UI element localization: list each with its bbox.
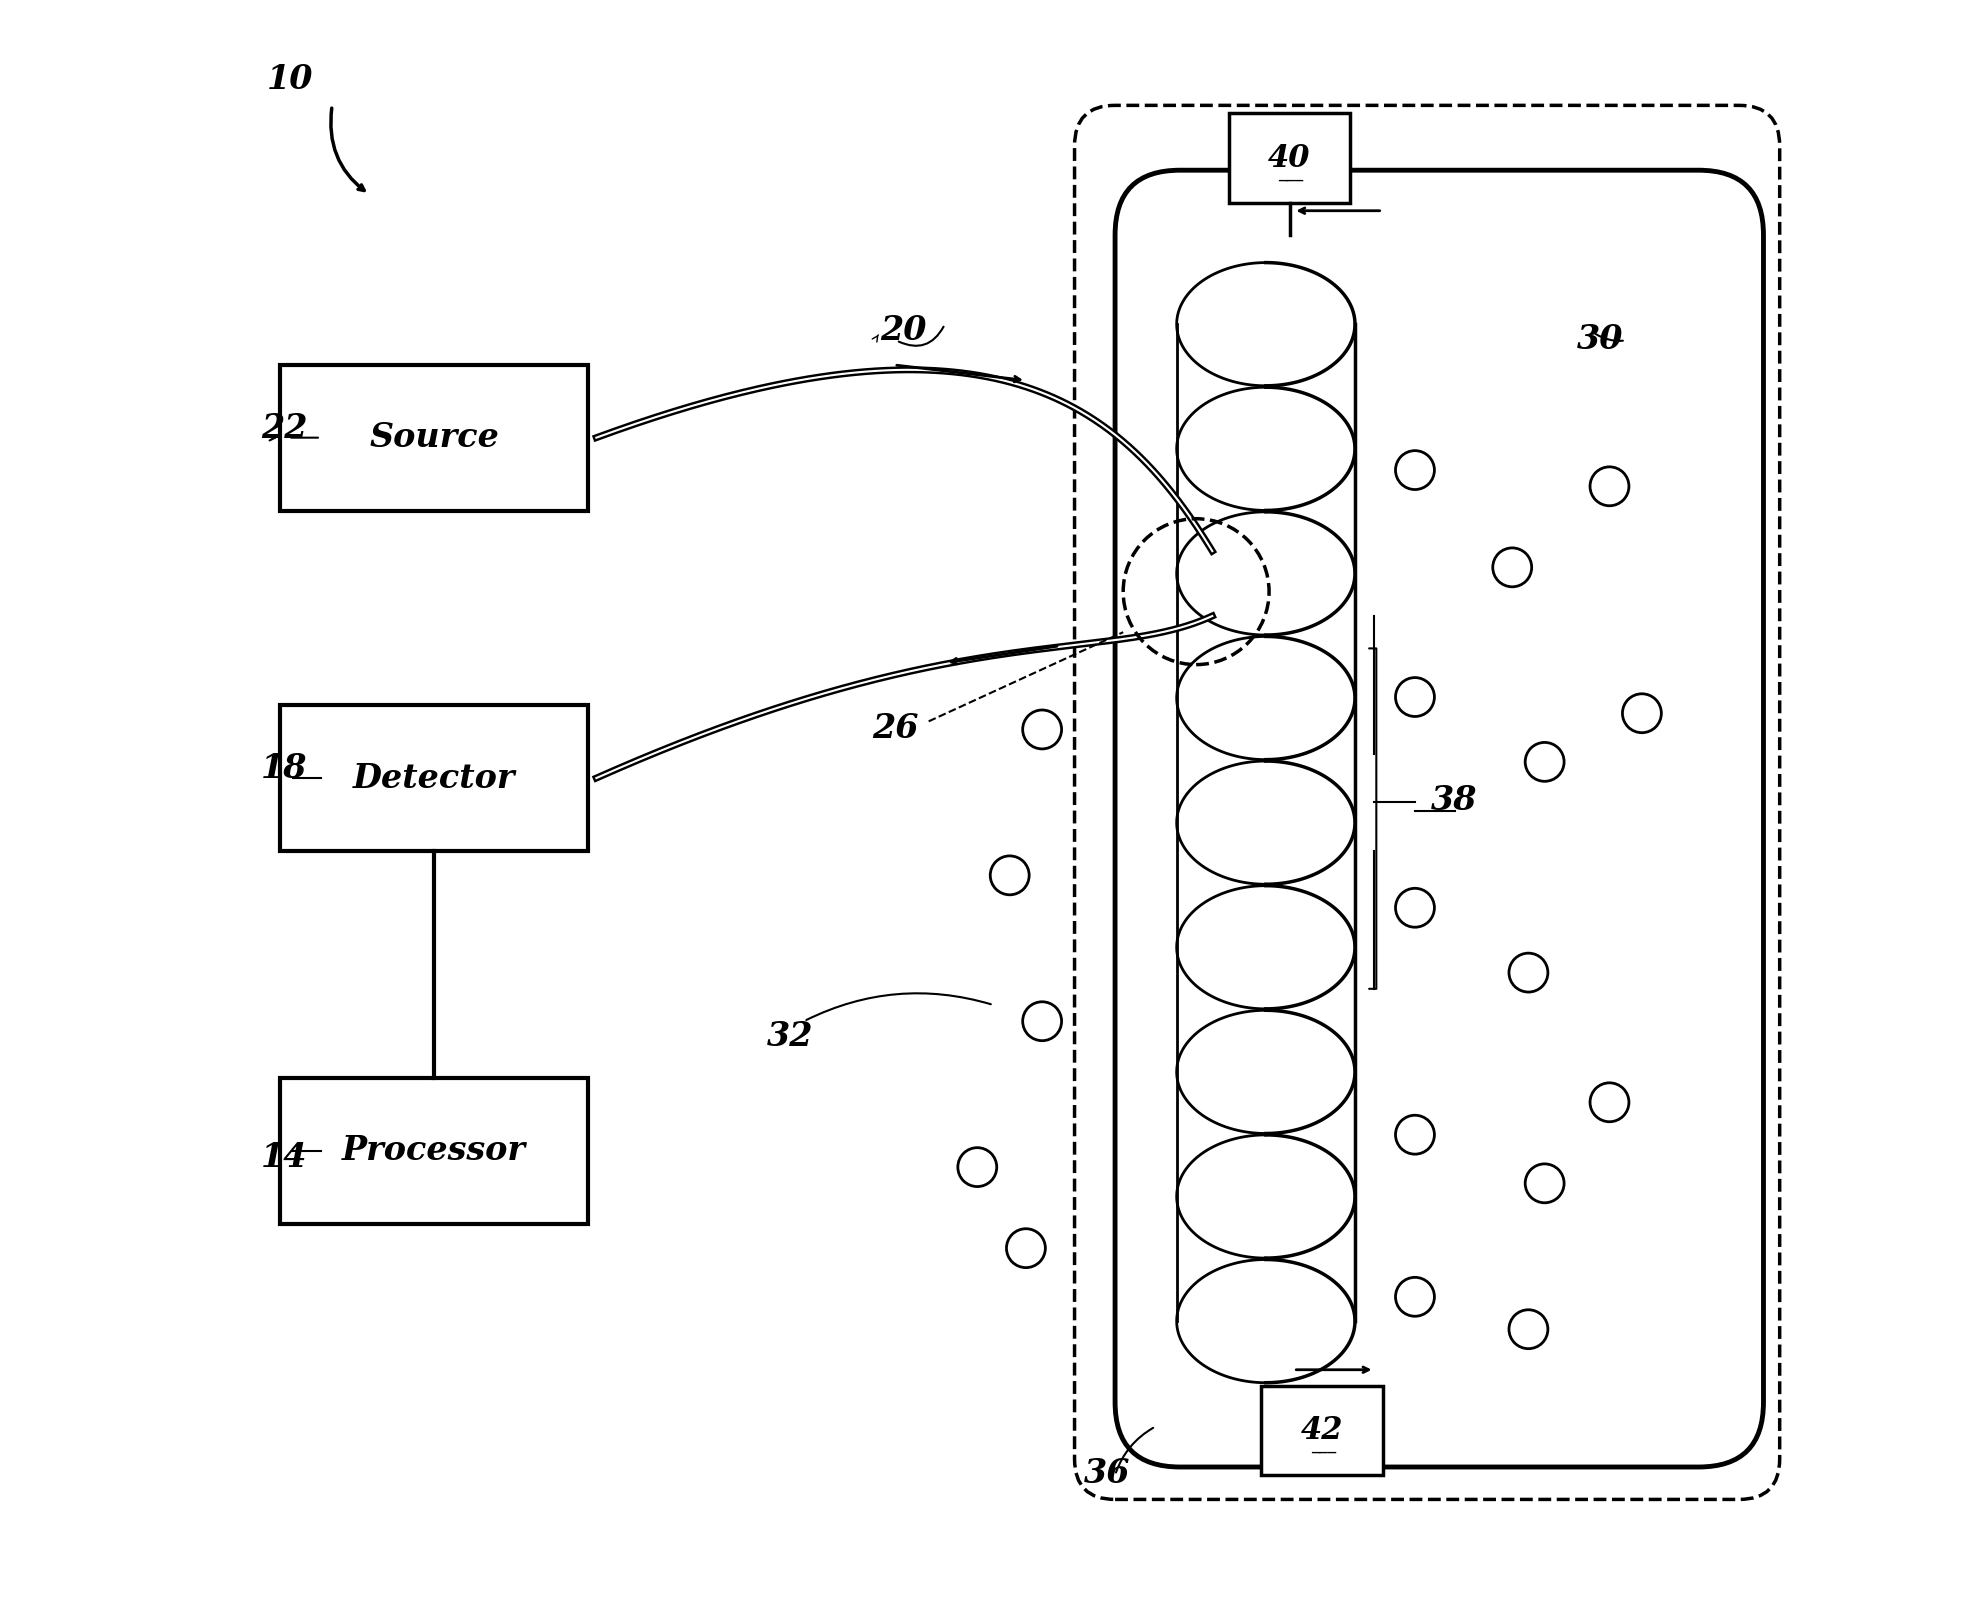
Text: 38: 38	[1431, 785, 1478, 817]
Text: Detector: Detector	[354, 762, 515, 794]
Text: 40: 40	[1268, 143, 1311, 173]
Text: 30: 30	[1578, 323, 1623, 355]
Text: ___: ___	[1311, 1436, 1335, 1454]
Text: 14: 14	[260, 1141, 308, 1174]
Text: 20: 20	[880, 314, 926, 347]
Text: ___: ___	[1278, 162, 1303, 182]
Text: 18: 18	[260, 752, 308, 785]
Text: 22: 22	[260, 412, 308, 444]
Text: 42: 42	[1301, 1415, 1343, 1446]
FancyBboxPatch shape	[1262, 1386, 1383, 1475]
FancyBboxPatch shape	[1115, 170, 1764, 1467]
FancyBboxPatch shape	[1075, 105, 1780, 1499]
Text: Source: Source	[370, 421, 499, 454]
FancyBboxPatch shape	[280, 1078, 588, 1224]
FancyBboxPatch shape	[280, 705, 588, 851]
Text: 10: 10	[268, 63, 314, 96]
FancyBboxPatch shape	[280, 365, 588, 511]
Text: 32: 32	[767, 1020, 813, 1052]
Text: Processor: Processor	[342, 1135, 527, 1167]
Text: 36: 36	[1085, 1457, 1131, 1490]
Text: 26: 26	[872, 712, 918, 744]
FancyBboxPatch shape	[1228, 113, 1349, 203]
